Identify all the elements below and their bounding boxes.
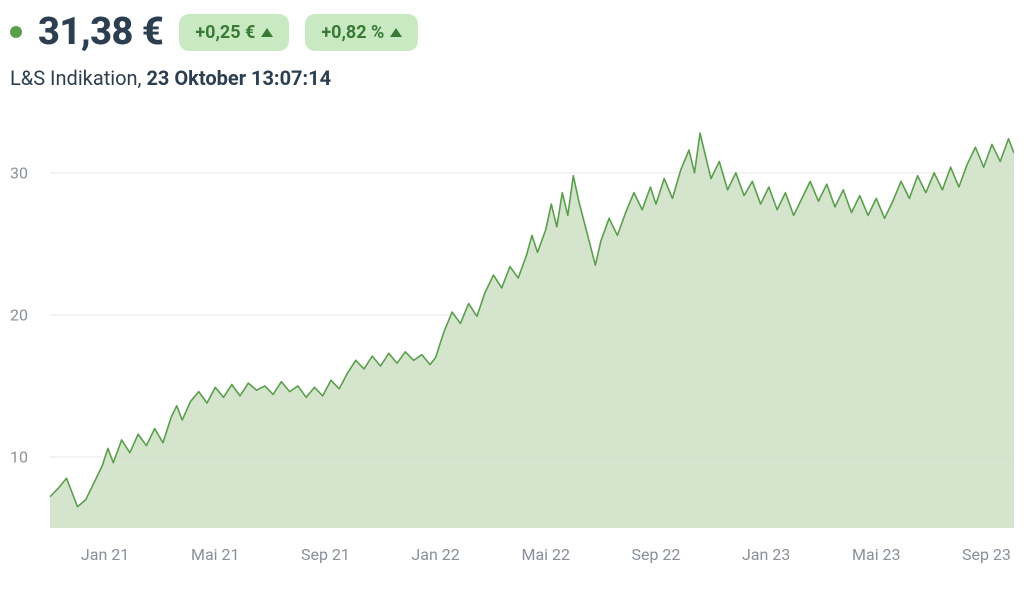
- x-axis-tick-label: Mai 22: [522, 545, 571, 564]
- x-axis-tick-label: Mai 23: [852, 545, 901, 564]
- change-percent-value: +0,82 %: [321, 22, 384, 43]
- current-price: 31,38 €: [38, 10, 163, 54]
- quote-source: L&S Indikation,: [10, 66, 146, 90]
- change-absolute-badge: +0,25 €: [179, 14, 289, 51]
- price-header: 31,38 € +0,25 € +0,82 %: [10, 10, 1014, 54]
- up-arrow-icon: [261, 28, 273, 37]
- change-percent-badge: +0,82 %: [305, 14, 418, 51]
- x-axis-tick-label: Jan 21: [81, 545, 129, 564]
- x-axis-tick-label: Jan 22: [411, 545, 459, 564]
- change-absolute-value: +0,25 €: [195, 22, 255, 43]
- up-arrow-icon: [390, 28, 402, 37]
- price-chart: 10 20 30 Jan 21 Mai 21 Sep 21 Jan 22 Mai 22 Sep …: [10, 108, 1014, 564]
- quote-source-line: L&S Indikation, 23 Oktober 13:07:14: [10, 66, 1014, 90]
- y-axis-tick-label: 30: [10, 163, 28, 182]
- x-axis-tick-label: Sep 22: [631, 545, 680, 564]
- x-axis-tick-label: Sep 21: [301, 545, 350, 564]
- x-axis-tick-label: Mai 21: [191, 545, 240, 564]
- status-dot-icon: [10, 26, 22, 38]
- y-axis-tick-label: 20: [10, 305, 28, 324]
- x-axis-tick-label: Jan 23: [742, 545, 790, 564]
- chart-svg: [10, 108, 1014, 564]
- x-axis-tick-label: Sep 23: [962, 545, 1011, 564]
- quote-timestamp: 23 Oktober 13:07:14: [146, 66, 331, 90]
- y-axis-tick-label: 10: [10, 447, 28, 466]
